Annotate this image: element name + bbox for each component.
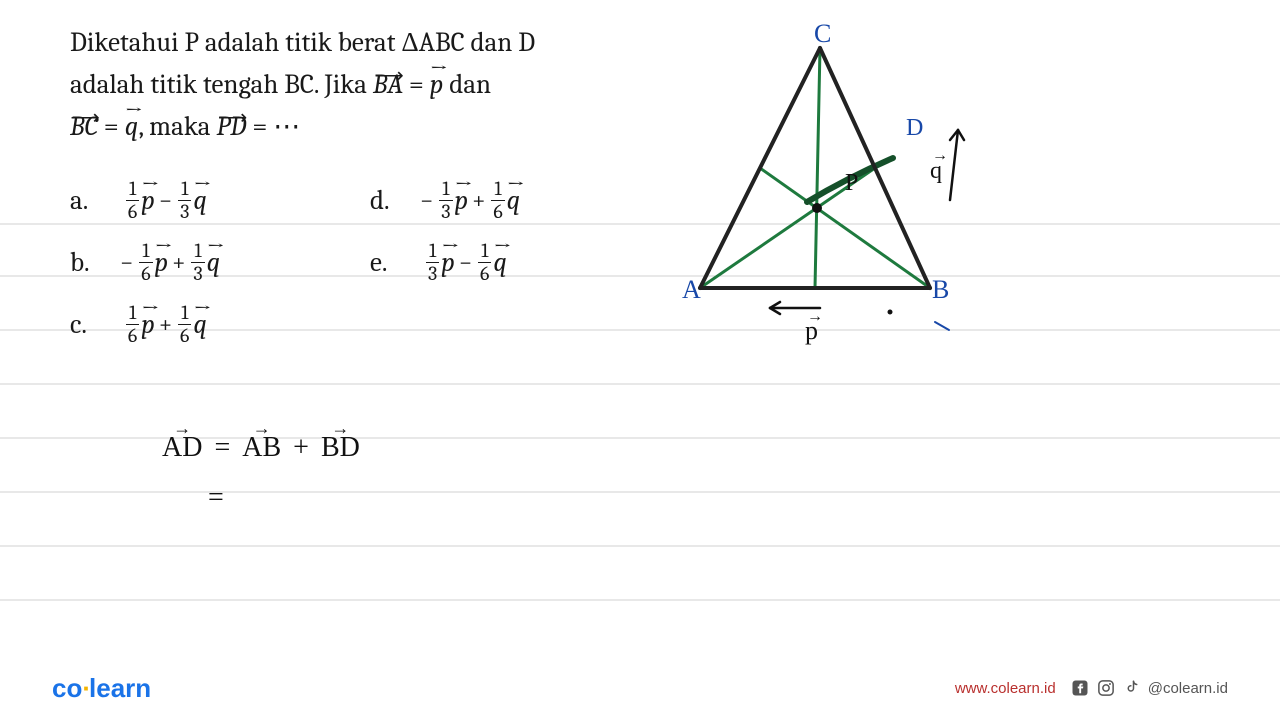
problem-line-3: ⟶BC = →q, maka ⟶PD = ⋯ (70, 106, 690, 148)
vector-BA: ⟶BA (373, 64, 403, 106)
footer-right: www.colearn.id @colearn.id (955, 678, 1228, 698)
svg-text:p: p (805, 316, 818, 345)
svg-text:→: → (932, 147, 948, 164)
svg-text:P: P (845, 170, 858, 196)
svg-text:→: → (807, 308, 823, 325)
footer-handle: @colearn.id (1148, 680, 1228, 697)
vector-q: →q (125, 106, 139, 148)
vector-BC: ⟶BC (70, 106, 98, 148)
svg-text:D: D (906, 115, 923, 141)
svg-text:B: B (932, 275, 949, 304)
footer-url: www.colearn.id (955, 680, 1056, 697)
vector-PD: ⟶PD (216, 106, 246, 148)
option-d: d. − 13 →p + 16 →q (370, 179, 670, 222)
option-b: b. − 16 →p + 13 →q (70, 241, 370, 284)
facebook-icon (1070, 678, 1090, 698)
problem-line-1: Diketahui P adalah titik berat ΔABC dan … (70, 22, 690, 64)
answer-options: a. 16 →p − 13 →q d. − 13 →p + 16 →q b. −… (70, 170, 690, 356)
footer: co·learn www.colearn.id @colearn.id (0, 668, 1280, 708)
problem-text: Diketahui P adalah titik berat ΔABC dan … (70, 22, 690, 356)
instagram-icon (1096, 678, 1116, 698)
vector-p: →p (430, 64, 444, 106)
problem-line-2: adalah titik tengah BC. Jika ⟶BA = →p da… (70, 64, 690, 106)
option-e: e. 13 →p − 16 →q (370, 241, 670, 284)
option-a: a. 16 →p − 13 →q (70, 179, 370, 222)
tiktok-icon (1122, 678, 1142, 698)
colearn-logo: co·learn (52, 673, 151, 704)
handwritten-working: →AD = →AB + →BD = (160, 432, 362, 514)
footer-social: @colearn.id (1070, 678, 1228, 698)
svg-text:q: q (930, 158, 942, 184)
svg-text:C: C (814, 19, 831, 48)
option-c: c. 16 →p + 16 →q (70, 303, 370, 346)
